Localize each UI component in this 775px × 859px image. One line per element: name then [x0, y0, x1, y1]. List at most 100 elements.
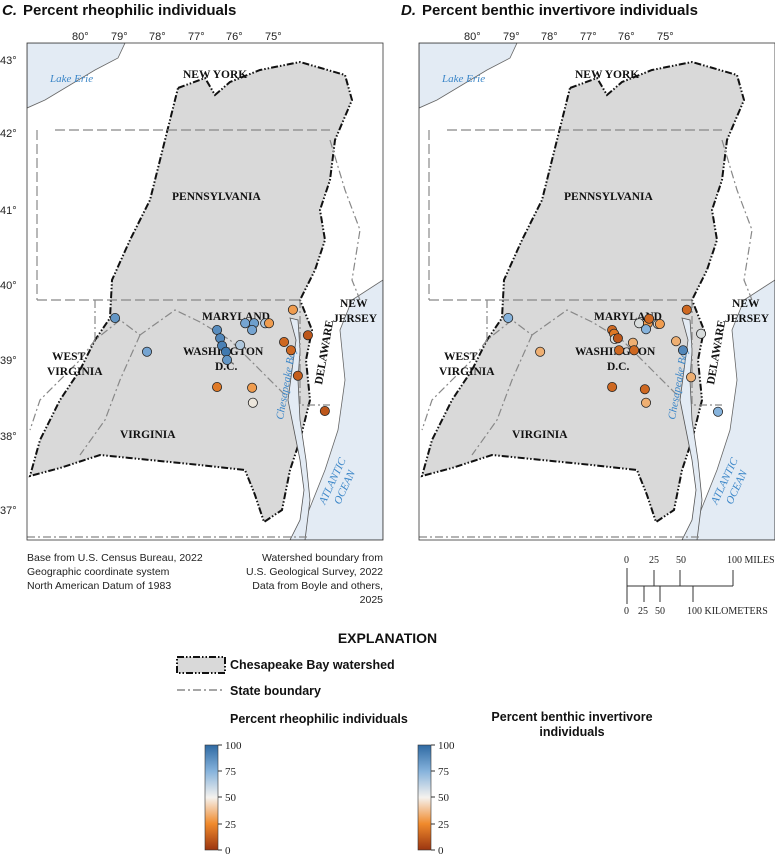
lat-tick: 40°: [0, 280, 17, 292]
label-new: NEW: [340, 298, 368, 310]
site-marker: [247, 324, 258, 335]
credits-right: Watershed boundary from U.S. Geological …: [230, 551, 383, 607]
site-marker: [141, 346, 152, 357]
site-marker: [612, 333, 623, 344]
site-marker: [677, 345, 688, 356]
lon-tick: 78°: [541, 31, 558, 43]
scale-lines: [626, 568, 734, 604]
site-marker: [292, 370, 303, 381]
sites-panel-d: [503, 304, 724, 417]
credit-line: Data from Boyle and others, 2025: [252, 580, 383, 606]
map-panel-d: Lake Erie NEW YORK PENNSYLVANIA MARYLAND…: [418, 31, 775, 541]
panel-title-text: Percent benthic invertivore individuals: [422, 2, 698, 19]
map-frame: [418, 42, 775, 541]
colorbar-tick-label: 75: [225, 766, 237, 778]
colorbar-c-ramp: [204, 744, 219, 851]
credit-line: North American Datum of 1983: [27, 580, 172, 592]
legend-watershed-label: Chesapeake Bay watershed: [230, 658, 395, 672]
scale-d-title-line: Percent benthic invertivore: [491, 710, 653, 724]
label-new: NEW: [732, 298, 760, 310]
watershed-symbol: [176, 656, 226, 674]
site-marker: [302, 330, 313, 341]
colorbar-tick-label: 50: [225, 792, 237, 804]
legend-state-boundary-label: State boundary: [230, 684, 321, 698]
label-new-york: NEW YORK: [183, 69, 247, 81]
label-new-jersey: JERSEY: [333, 313, 378, 325]
panel-letter: C.: [2, 2, 17, 19]
chesapeake-bay: [679, 317, 703, 540]
lon-tick: 77°: [580, 31, 597, 43]
colorbar-tick-label: 0: [225, 845, 231, 857]
label-pennsylvania: PENNSYLVANIA: [172, 191, 262, 203]
sites-panel-c: [110, 304, 330, 416]
label-new-jersey: JERSEY: [725, 313, 770, 325]
label-maryland: MARYLAND: [202, 311, 270, 323]
credit-line: U.S. Geological Survey, 2022: [246, 566, 383, 578]
colorbars: 100 75 50 25 0 100 75 50 25 0: [204, 740, 455, 857]
label-pennsylvania: PENNSYLVANIA: [564, 191, 654, 203]
watershed-area: [28, 60, 354, 524]
site-marker: [607, 381, 618, 392]
lon-tick: 75°: [265, 31, 282, 43]
site-marker: [629, 345, 640, 356]
lake-erie: [419, 43, 518, 109]
site-marker: [264, 318, 275, 329]
site-marker: [285, 345, 296, 356]
lon-tick: 75°: [657, 31, 674, 43]
colorbar-tick-label: 50: [438, 792, 450, 804]
credit-line: Watershed boundary from: [261, 552, 383, 564]
panel-c-title: C. Percent rheophilic individuals: [2, 2, 236, 19]
colorbar-ticks: [431, 744, 435, 851]
site-marker: [713, 406, 724, 417]
site-marker: [671, 336, 682, 347]
maps: 43° 42° 41° 40° 39° 38° 37°: [0, 31, 775, 541]
label-new-york: NEW YORK: [575, 69, 639, 81]
lon-tick: 78°: [149, 31, 166, 43]
explanation-title: EXPLANATION: [337, 630, 438, 646]
lake-erie: [27, 43, 126, 109]
state-boundaries: [27, 129, 361, 538]
scale-c-title: Percent rheophilic individuals: [230, 712, 408, 726]
colorbar-tick-label: 100: [225, 740, 242, 752]
site-marker: [681, 304, 692, 315]
site-marker: [654, 318, 665, 329]
site-marker: [641, 324, 652, 335]
site-marker: [240, 318, 251, 329]
scale-d-title-line: individuals: [539, 725, 605, 739]
site-marker: [247, 397, 258, 408]
site-marker: [222, 354, 233, 365]
scale-label: 100 MILES: [727, 555, 775, 566]
lon-tick: 80°: [72, 31, 89, 43]
colorbar-c: 100 75 50 25 0: [204, 740, 242, 857]
site-marker: [319, 405, 330, 416]
scale-label: 0: [624, 606, 629, 617]
legend-symbols: [176, 656, 226, 691]
scale-bar: 0 25 50 100 MILES 0 25 50 100 KILOMETERS: [624, 555, 775, 617]
label-west: WEST: [444, 351, 478, 363]
lat-tick: 43°: [0, 55, 17, 67]
label-west: WEST: [52, 351, 86, 363]
site-marker: [235, 339, 246, 350]
site-marker: [535, 346, 546, 357]
latitude-labels: 43° 42° 41° 40° 39° 38° 37°: [0, 55, 17, 517]
site-marker: [639, 384, 650, 395]
map-frame: [26, 42, 384, 541]
state-boundaries: [419, 129, 753, 538]
lat-tick: 42°: [0, 128, 17, 140]
panel-d-title: D. Percent benthic invertivore individual…: [401, 2, 698, 19]
map-panel-c: Lake Erie NEW YORK PENNSYLVANIA MARYLAND…: [26, 31, 384, 541]
longitude-labels: 80° 79° 78° 77° 76° 75°: [72, 31, 282, 43]
label-dc: D.C.: [607, 361, 629, 373]
longitude-labels: 80° 79° 78° 77° 76° 75°: [464, 31, 674, 43]
label-west-virginia: VIRGINIA: [439, 366, 495, 378]
watershed-area: [420, 60, 746, 524]
site-marker: [503, 312, 514, 323]
site-marker: [247, 382, 258, 393]
label-virginia: VIRGINIA: [512, 429, 568, 441]
label-lake-erie: Lake Erie: [441, 73, 485, 85]
label-virginia: VIRGINIA: [120, 429, 176, 441]
scale-label: 50: [676, 555, 686, 566]
colorbar-tick-label: 100: [438, 740, 455, 752]
panel-title-text: Percent rheophilic individuals: [23, 2, 237, 19]
